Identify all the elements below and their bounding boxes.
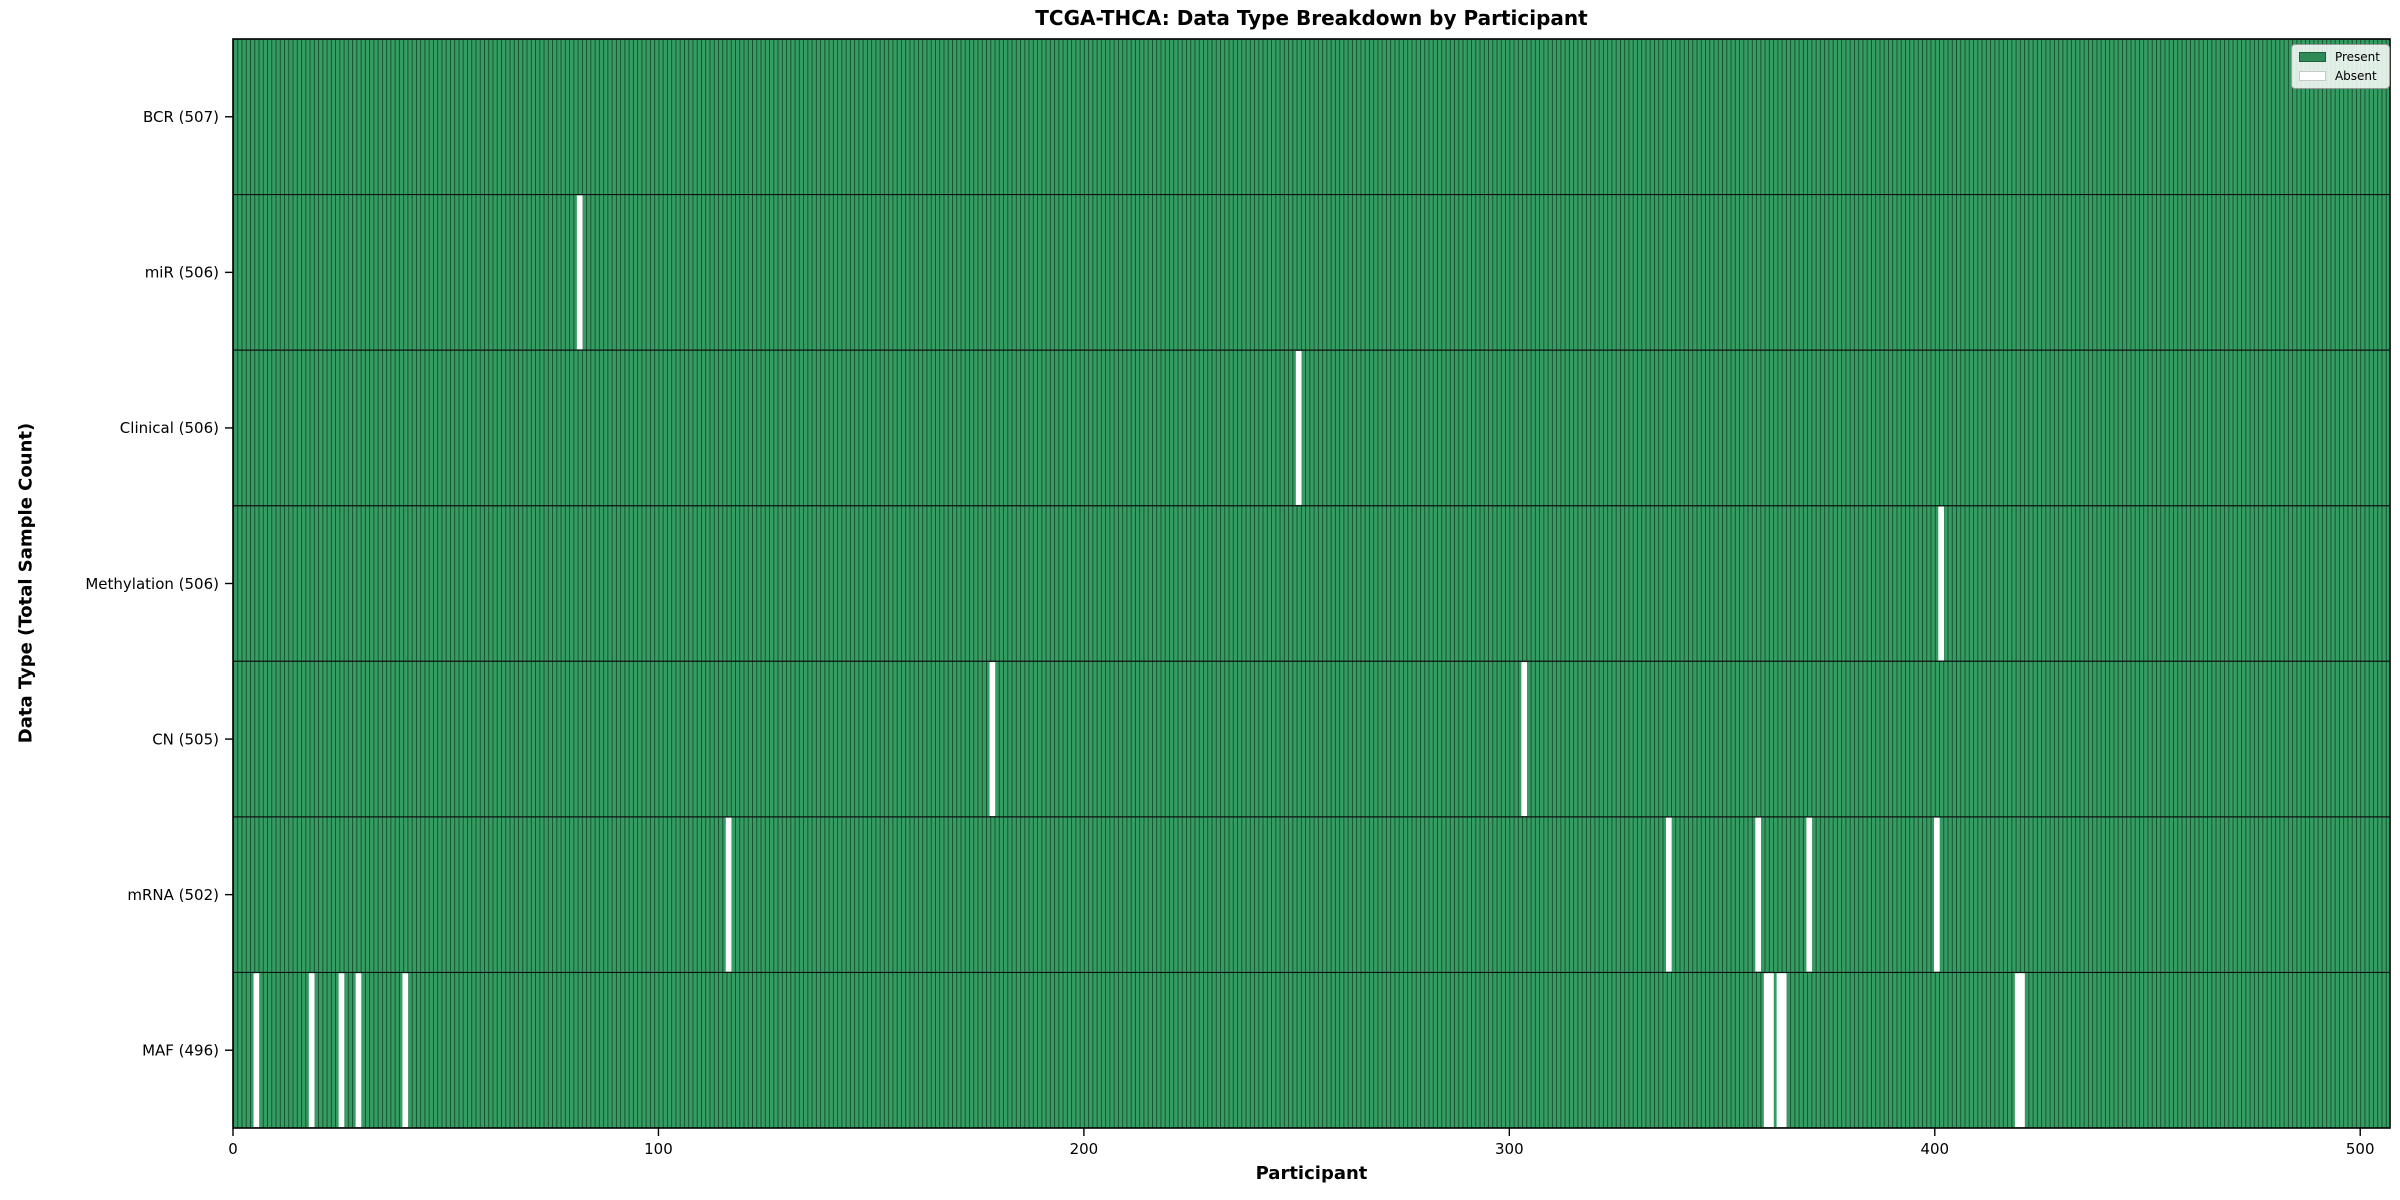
x-tick-label: 400	[1920, 1140, 1949, 1158]
absent-cell	[1763, 973, 1770, 1128]
absent-cell	[1295, 350, 1302, 505]
absent-cell	[2019, 973, 2025, 1128]
absent-cell	[253, 973, 260, 1128]
row-bcr	[233, 39, 2390, 195]
legend: Present Absent	[2290, 44, 2390, 89]
absent-cell	[2014, 973, 2021, 1128]
x-tick-label: 200	[1070, 1140, 1099, 1158]
absent-cell	[1806, 817, 1813, 972]
absent-cell	[1938, 506, 1945, 661]
absent-cell	[1768, 973, 1774, 1128]
row-maf	[233, 972, 2390, 1128]
chart-title: TCGA-THCA: Data Type Breakdown by Partic…	[1035, 6, 1588, 30]
legend-item-absent: Absent	[2298, 69, 2380, 83]
absent-cell	[725, 817, 732, 972]
row-cn	[233, 661, 2390, 817]
row-methylation	[233, 505, 2390, 662]
y-tick-label: miR (506)	[145, 264, 219, 282]
absent-cell	[1521, 662, 1528, 817]
legend-absent-swatch	[2298, 71, 2326, 81]
absent-cell	[355, 973, 362, 1128]
row-mir	[233, 194, 2390, 351]
y-tick-label: Methylation (506)	[85, 575, 219, 593]
y-tick-label: MAF (496)	[142, 1041, 219, 1059]
legend-item-present: Present	[2298, 50, 2380, 64]
y-tick-label: mRNA (502)	[127, 886, 219, 904]
y-tick-label: BCR (507)	[143, 108, 219, 126]
absent-cell	[1934, 817, 1940, 972]
legend-label: Present	[2334, 50, 2380, 64]
legend-present-swatch	[2298, 52, 2326, 62]
x-tick-label: 500	[2346, 1140, 2375, 1158]
row-mrna	[233, 816, 2390, 973]
absent-cell	[1780, 973, 1787, 1128]
absent-cell	[1755, 817, 1762, 972]
row-clinical	[233, 350, 2390, 506]
absent-cell	[402, 973, 409, 1128]
x-tick-label: 100	[644, 1140, 673, 1158]
absent-cell	[1776, 973, 1783, 1128]
absent-cell	[1665, 817, 1672, 972]
absent-cell	[308, 973, 315, 1128]
absent-cell	[576, 195, 583, 350]
x-tick-label: 0	[228, 1140, 238, 1158]
y-tick-label: CN (505)	[152, 730, 219, 748]
absent-cell	[989, 662, 996, 817]
x-axis-label: Participant	[1255, 1163, 1368, 1184]
x-tick-label: 300	[1495, 1140, 1524, 1158]
absent-cell	[338, 973, 345, 1128]
y-tick-label: Clinical (506)	[120, 419, 219, 437]
legend-label: Absent	[2334, 69, 2377, 83]
